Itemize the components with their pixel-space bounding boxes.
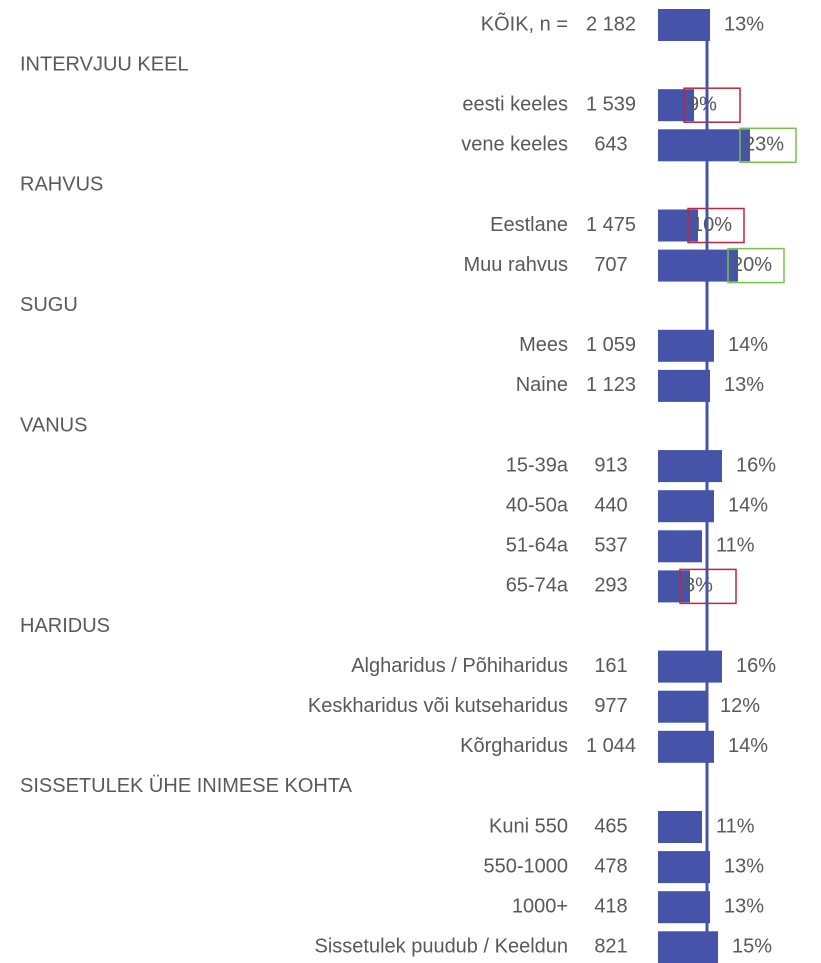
bar	[658, 249, 738, 282]
category-label: eesti keeles	[462, 93, 568, 115]
group-header: HARIDUS	[20, 615, 110, 637]
group-header: SISSETULEK ÜHE INIMESE KOHTA	[20, 775, 353, 797]
group-header: INTERVJUU KEEL	[20, 53, 189, 75]
highlight-box	[683, 87, 741, 123]
n-label: 161	[594, 655, 627, 677]
group-header: SUGU	[20, 294, 78, 316]
category-label: 65-74a	[506, 575, 569, 597]
value-label: 11%	[716, 535, 755, 557]
value-label: 10%	[692, 214, 732, 236]
category-label: Sissetulek puudub / Keeldun	[314, 936, 568, 958]
value-label: 14%	[728, 494, 768, 516]
value-label: 14%	[728, 334, 768, 356]
n-label: 465	[594, 815, 627, 837]
bar	[658, 851, 710, 884]
n-label: 440	[594, 494, 627, 516]
category-label: Naine	[516, 374, 568, 396]
bar	[658, 129, 750, 162]
n-label: 1 059	[586, 334, 636, 356]
category-label: 1000+	[512, 895, 568, 917]
value-label: 15%	[732, 936, 772, 958]
bar	[658, 811, 702, 843]
category-label: Algharidus / Põhiharidus	[351, 655, 568, 677]
category-label: Kõrgharidus	[460, 735, 568, 757]
category-label: Kuni 550	[489, 815, 568, 837]
bar	[658, 89, 694, 122]
value-label: 13%	[724, 855, 764, 877]
highlight-box	[739, 127, 797, 164]
n-label: 1 539	[586, 93, 636, 115]
highlight-box	[727, 247, 785, 284]
bar	[658, 530, 702, 563]
value-label: 12%	[720, 695, 760, 717]
highlight-box	[687, 207, 745, 244]
value-label: 9%	[688, 93, 717, 115]
bar	[658, 650, 722, 683]
bar	[658, 9, 710, 41]
group-header: VANUS	[20, 414, 87, 436]
value-label: 23%	[744, 134, 784, 156]
bar	[658, 369, 710, 402]
category-label: Mees	[519, 334, 568, 356]
value-label: 8%	[684, 575, 713, 597]
value-label: 16%	[736, 454, 776, 476]
value-label: 13%	[724, 895, 764, 917]
n-label: 478	[594, 855, 627, 877]
bar	[658, 209, 698, 242]
bar	[658, 891, 710, 924]
value-label: 14%	[728, 735, 768, 757]
value-label: 13%	[724, 13, 764, 35]
category-label: 51-64a	[506, 535, 569, 557]
n-label: 2 182	[586, 13, 636, 35]
n-label: 707	[594, 254, 627, 276]
bar	[658, 690, 706, 723]
n-label: 643	[594, 134, 627, 156]
category-label: 15-39a	[506, 454, 569, 476]
bar	[658, 931, 718, 963]
value-label: 13%	[724, 374, 764, 396]
category-label: Muu rahvus	[464, 254, 569, 276]
n-label: 1 475	[586, 214, 636, 236]
n-label: 293	[594, 575, 627, 597]
category-label: Keskharidus või kutseharidus	[308, 695, 568, 717]
n-label: 977	[594, 695, 627, 717]
category-label: 550-1000	[483, 855, 568, 877]
n-label: 418	[594, 895, 627, 917]
category-label: Eestlane	[490, 214, 568, 236]
group-header: RAHVUS	[20, 174, 103, 196]
value-label: 20%	[732, 254, 772, 276]
bar	[658, 450, 722, 483]
category-label: vene keeles	[461, 134, 568, 156]
n-label: 913	[594, 454, 627, 476]
n-label: 821	[594, 936, 627, 958]
category-label: KÕIK, n =	[481, 11, 568, 35]
bar	[658, 570, 690, 603]
n-label: 1 123	[586, 374, 636, 396]
n-label: 537	[594, 535, 627, 557]
bar	[658, 730, 714, 763]
value-label: 16%	[736, 655, 776, 677]
bar	[658, 490, 714, 523]
value-label: 11%	[716, 815, 755, 837]
n-label: 1 044	[586, 735, 636, 757]
bar	[658, 329, 714, 362]
category-label: 40-50a	[506, 494, 569, 516]
